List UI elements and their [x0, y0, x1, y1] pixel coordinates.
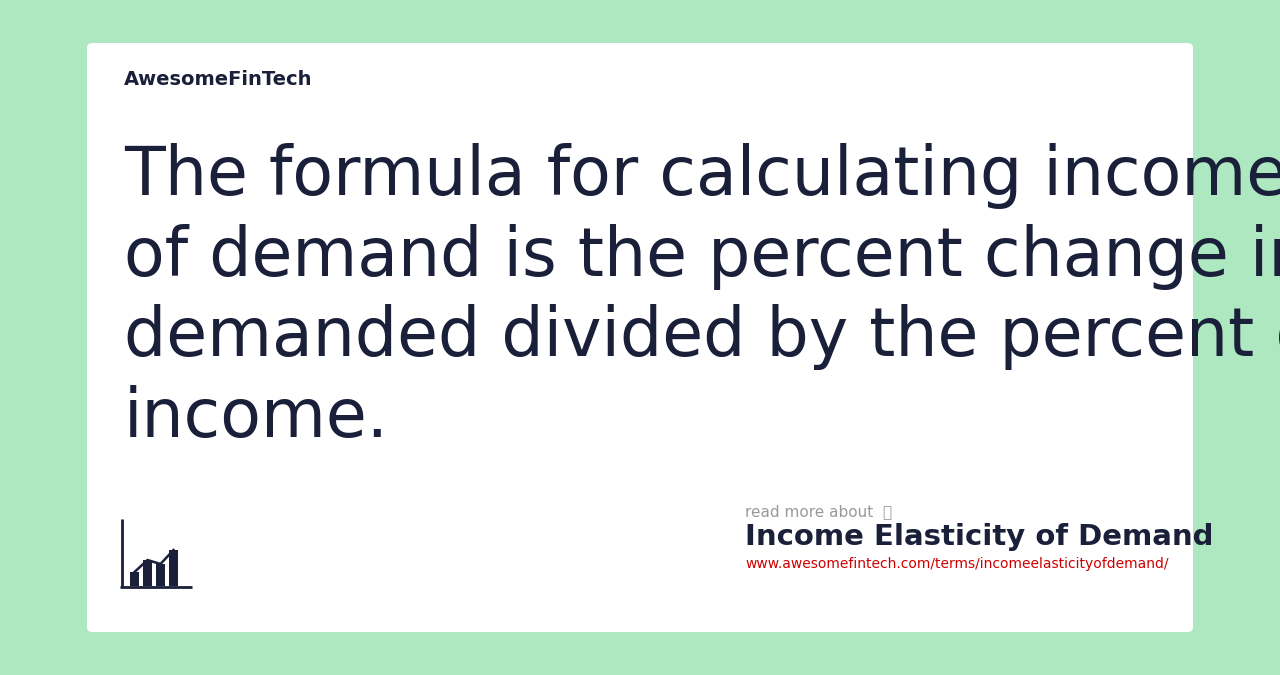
- Bar: [131, 572, 140, 586]
- Text: Income Elasticity of Demand: Income Elasticity of Demand: [745, 523, 1213, 551]
- Text: www.awesomefintech.com/terms/incomeelasticityofdemand/: www.awesomefintech.com/terms/incomeelast…: [745, 557, 1169, 571]
- Bar: [143, 560, 152, 586]
- Text: AwesomeFinTech: AwesomeFinTech: [124, 70, 312, 89]
- Bar: [156, 564, 165, 586]
- Bar: [169, 550, 178, 586]
- FancyBboxPatch shape: [87, 43, 1193, 632]
- Text: read more about  📌: read more about 📌: [745, 504, 892, 519]
- Text: The formula for calculating income elasticity
of demand is the percent change in: The formula for calculating income elast…: [124, 143, 1280, 451]
